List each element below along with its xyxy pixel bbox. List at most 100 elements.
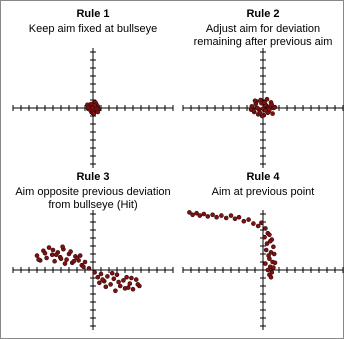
point (259, 113, 265, 119)
point (263, 226, 268, 231)
point (129, 275, 134, 281)
point (114, 272, 120, 278)
point (121, 278, 126, 283)
panel-title: Rule 4 (246, 171, 280, 183)
point (42, 250, 48, 256)
point (219, 213, 224, 218)
point (64, 257, 69, 262)
point (248, 107, 254, 112)
point (190, 212, 195, 218)
point (214, 214, 219, 220)
point (236, 214, 242, 220)
point (133, 277, 139, 282)
point (89, 105, 95, 111)
point (53, 252, 59, 258)
point (263, 108, 268, 113)
point (93, 106, 99, 112)
point (91, 111, 97, 116)
point (263, 247, 269, 253)
point (95, 274, 101, 280)
point (257, 110, 263, 116)
point (194, 210, 199, 216)
point (46, 245, 52, 250)
point (127, 281, 133, 286)
panel-title: Rule 1 (76, 8, 109, 20)
point (255, 223, 261, 229)
point (50, 247, 56, 253)
point (255, 105, 260, 111)
point (135, 282, 141, 287)
point (251, 221, 256, 226)
point (98, 271, 104, 277)
point (44, 255, 49, 261)
panel-title: Rule 3 (76, 171, 109, 183)
point (271, 244, 276, 250)
point (187, 210, 192, 215)
point (34, 253, 40, 258)
point (265, 267, 271, 273)
panel-subtitle: remaining after previous aim (194, 36, 333, 48)
panel-subtitle: Aim at previous point (212, 186, 315, 198)
point (258, 97, 263, 103)
point (111, 276, 117, 282)
point (58, 256, 64, 262)
point (272, 104, 278, 110)
point (125, 285, 131, 290)
point (60, 244, 65, 250)
point (68, 249, 73, 254)
point (62, 261, 68, 266)
point (210, 212, 215, 218)
point (52, 258, 57, 264)
point (232, 216, 238, 222)
panel-subtitle: from bullseye (Hit) (48, 199, 137, 211)
point (246, 217, 251, 222)
panel-subtitle: Adjust aim for deviation (206, 23, 320, 35)
point (267, 107, 272, 112)
point (85, 104, 91, 110)
point (82, 259, 88, 265)
panel-title: Rule 2 (246, 8, 279, 20)
point (81, 264, 86, 270)
point (36, 257, 41, 262)
point (223, 215, 229, 221)
point (77, 253, 83, 258)
point (97, 280, 102, 286)
point (49, 252, 55, 258)
point (92, 270, 97, 275)
point (116, 279, 121, 285)
point (259, 220, 264, 226)
point (205, 214, 211, 219)
point (252, 98, 258, 104)
point (262, 100, 267, 105)
point (100, 277, 105, 282)
point (241, 218, 247, 224)
panel-subtitle: Aim opposite previous deviation (15, 186, 170, 198)
point (71, 258, 77, 264)
point (271, 265, 276, 270)
point (262, 234, 267, 240)
point (271, 251, 277, 257)
point (268, 274, 274, 280)
point (197, 213, 203, 218)
point (117, 283, 123, 289)
point (201, 211, 207, 217)
point (105, 274, 110, 279)
point (264, 241, 270, 246)
point (113, 288, 118, 294)
point (267, 232, 272, 238)
point (270, 111, 275, 116)
point (86, 266, 92, 271)
point (124, 274, 129, 280)
point (108, 282, 113, 287)
point (103, 284, 109, 290)
panel-subtitle: Keep aim fixed at bullseye (29, 23, 157, 35)
point (109, 270, 115, 276)
point (267, 238, 273, 244)
point (228, 213, 234, 218)
point (263, 261, 268, 266)
point (267, 256, 272, 262)
point (272, 260, 278, 266)
point (130, 286, 136, 292)
